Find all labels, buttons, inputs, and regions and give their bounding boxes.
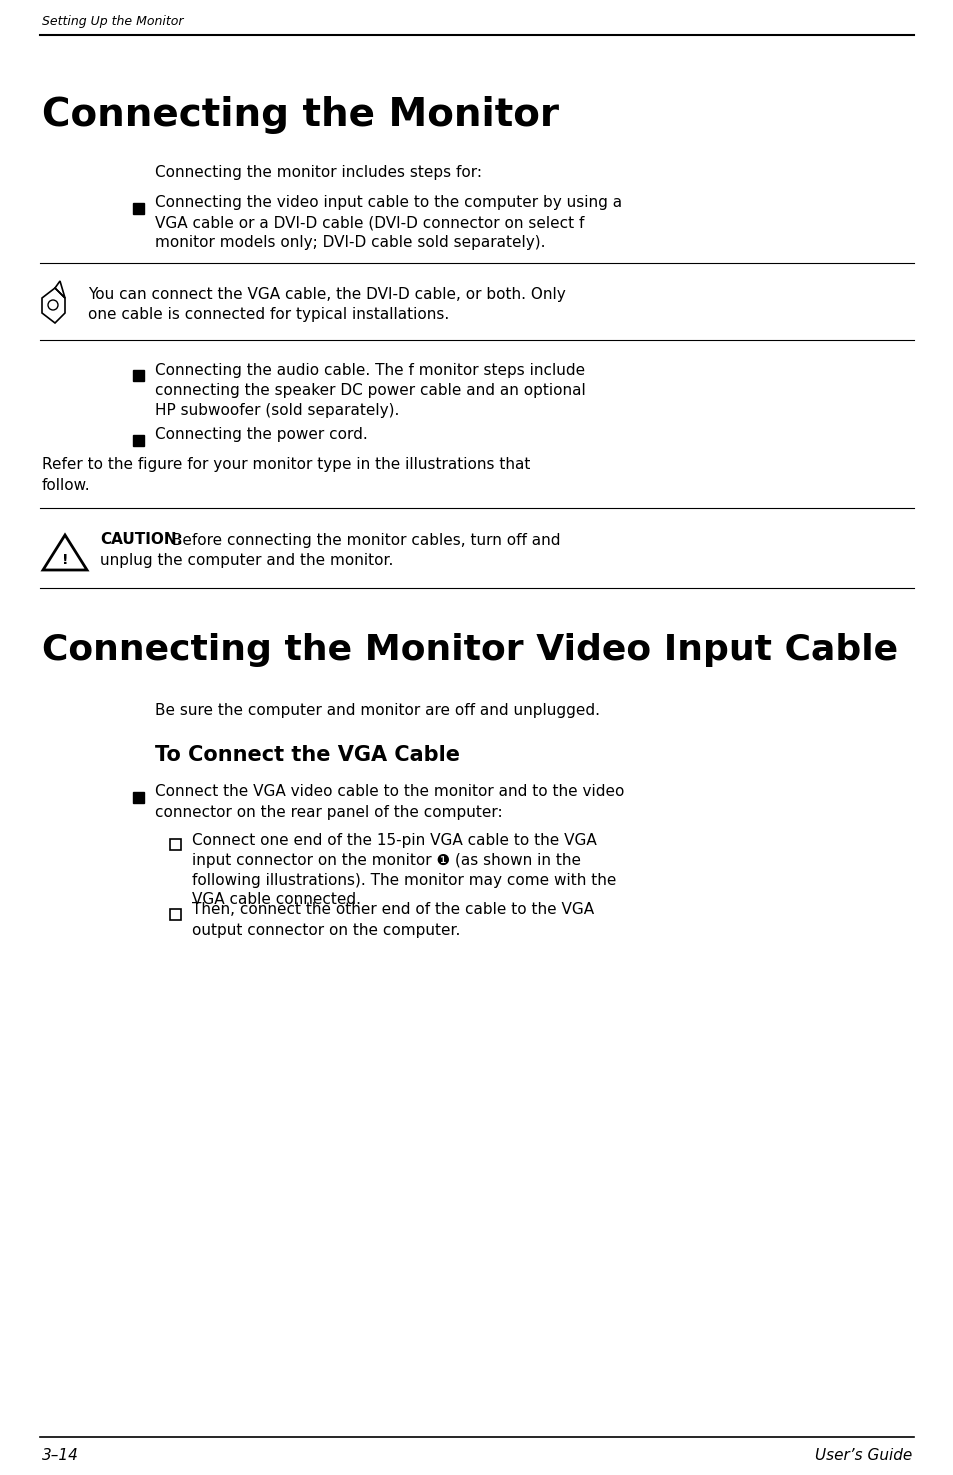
Text: User’s Guide: User’s Guide bbox=[814, 1447, 911, 1463]
Text: one cable is connected for typical installations.: one cable is connected for typical insta… bbox=[88, 307, 449, 323]
Text: 3–14: 3–14 bbox=[42, 1447, 79, 1463]
Bar bbox=[132, 370, 144, 381]
Text: Connect the VGA video cable to the monitor and to the video: Connect the VGA video cable to the monit… bbox=[154, 785, 623, 799]
Text: You can connect the VGA cable, the DVI-D cable, or both. Only: You can connect the VGA cable, the DVI-D… bbox=[88, 288, 565, 302]
Text: Before connecting the monitor cables, turn off and: Before connecting the monitor cables, tu… bbox=[167, 532, 560, 547]
Bar bbox=[132, 204, 144, 214]
Text: Then, connect the other end of the cable to the VGA: Then, connect the other end of the cable… bbox=[192, 903, 594, 917]
Text: connector on the rear panel of the computer:: connector on the rear panel of the compu… bbox=[154, 804, 502, 820]
Bar bbox=[170, 839, 181, 850]
Text: follow.: follow. bbox=[42, 478, 91, 493]
Text: Connecting the Monitor: Connecting the Monitor bbox=[42, 96, 558, 134]
Bar bbox=[170, 909, 181, 920]
Text: CAUTION:: CAUTION: bbox=[100, 532, 183, 547]
Text: To Connect the VGA Cable: To Connect the VGA Cable bbox=[154, 745, 459, 766]
Text: monitor models only; DVI-D cable sold separately).: monitor models only; DVI-D cable sold se… bbox=[154, 236, 545, 251]
Text: input connector on the monitor ❶ (as shown in the: input connector on the monitor ❶ (as sho… bbox=[192, 853, 580, 867]
Text: Connecting the monitor includes steps for:: Connecting the monitor includes steps fo… bbox=[154, 165, 481, 180]
Text: output connector on the computer.: output connector on the computer. bbox=[192, 922, 460, 938]
Text: following illustrations). The monitor may come with the: following illustrations). The monitor ma… bbox=[192, 873, 616, 888]
Text: Setting Up the Monitor: Setting Up the Monitor bbox=[42, 16, 183, 28]
Text: Connecting the audio cable. The f monitor steps include: Connecting the audio cable. The f monito… bbox=[154, 363, 584, 378]
Text: Be sure the computer and monitor are off and unplugged.: Be sure the computer and monitor are off… bbox=[154, 702, 599, 717]
Text: !: ! bbox=[62, 553, 69, 566]
Text: connecting the speaker DC power cable and an optional: connecting the speaker DC power cable an… bbox=[154, 382, 585, 397]
Text: Connecting the Monitor Video Input Cable: Connecting the Monitor Video Input Cable bbox=[42, 633, 897, 667]
Text: Refer to the figure for your monitor type in the illustrations that: Refer to the figure for your monitor typ… bbox=[42, 457, 530, 472]
Text: Connect one end of the 15-pin VGA cable to the VGA: Connect one end of the 15-pin VGA cable … bbox=[192, 832, 597, 848]
Text: HP subwoofer (sold separately).: HP subwoofer (sold separately). bbox=[154, 403, 399, 417]
Text: Connecting the video input cable to the computer by using a: Connecting the video input cable to the … bbox=[154, 196, 621, 211]
Bar bbox=[132, 792, 144, 802]
Text: unplug the computer and the monitor.: unplug the computer and the monitor. bbox=[100, 553, 393, 568]
Text: VGA cable or a DVI-D cable (DVI-D connector on select f: VGA cable or a DVI-D cable (DVI-D connec… bbox=[154, 215, 584, 230]
Text: Connecting the power cord.: Connecting the power cord. bbox=[154, 428, 367, 442]
Bar bbox=[132, 435, 144, 445]
Text: VGA cable connected.: VGA cable connected. bbox=[192, 892, 360, 907]
